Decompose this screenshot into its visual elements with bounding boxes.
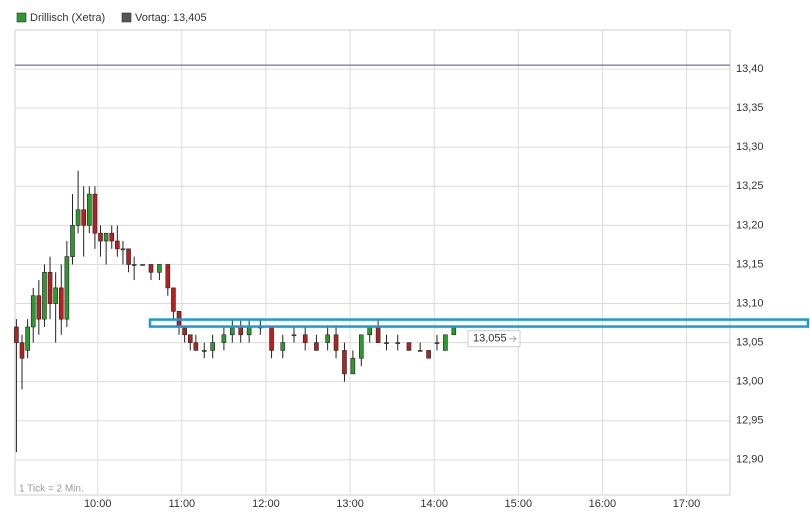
legend-label: Drillisch (Xetra) — [30, 12, 105, 24]
x-tick-label: 12:00 — [252, 498, 280, 510]
candle-body — [238, 326, 244, 336]
y-tick-label: 13,25 — [736, 180, 764, 192]
candle-body — [325, 334, 330, 343]
last-price-box — [467, 330, 521, 348]
candle-body — [417, 350, 423, 352]
candle-body — [148, 264, 154, 273]
candle-body — [342, 350, 347, 375]
legend-swatch — [121, 12, 132, 23]
y-tick-label: 13,10 — [736, 297, 764, 309]
candle-body — [302, 334, 308, 343]
candle-body — [434, 342, 440, 344]
y-tick-label: 13,05 — [736, 337, 764, 349]
plot-area — [14, 29, 731, 496]
candle-body — [36, 295, 42, 320]
candle-body — [120, 248, 126, 251]
candle-body — [87, 193, 92, 226]
x-tick-label: 11:00 — [168, 498, 195, 510]
candle-body — [165, 264, 171, 289]
x-tick-label: 14:00 — [420, 498, 448, 510]
y-tick-label: 13,00 — [736, 376, 764, 388]
candle-body — [291, 334, 297, 337]
candle-body — [47, 271, 53, 304]
candle-body — [187, 334, 193, 343]
y-tick-label: 12,95 — [736, 415, 764, 427]
candle-body — [426, 350, 431, 359]
last-price-arrow — [509, 335, 517, 343]
tick-note: 1 Tick = 2 Min. — [19, 484, 84, 495]
candle-body — [375, 326, 381, 343]
candle-body — [246, 326, 252, 336]
candle-body — [70, 225, 75, 257]
x-tick-label: 10:00 — [84, 498, 112, 510]
candle-body — [115, 240, 120, 250]
legend-label: Vortag: 13,405 — [135, 12, 207, 24]
candle-body — [75, 209, 81, 226]
candle-body — [109, 232, 115, 242]
candle-body — [358, 334, 364, 359]
candle-body — [230, 326, 235, 336]
candle-body — [126, 248, 131, 265]
candle-body — [443, 334, 448, 351]
last-price-label: 13,055 — [473, 333, 507, 345]
marker-band — [148, 318, 810, 328]
candle-body — [98, 232, 103, 242]
candle-body — [384, 342, 389, 344]
x-tick-label: 13:00 — [336, 498, 364, 510]
candle-body — [30, 295, 36, 328]
candle-body — [210, 342, 215, 351]
candle-body — [140, 264, 145, 266]
candle-body — [131, 264, 137, 266]
y-tick-label: 12,90 — [736, 454, 764, 466]
candle-body — [451, 326, 457, 336]
candle-body — [221, 334, 227, 343]
candle-body — [350, 357, 356, 375]
candle-body — [182, 326, 187, 336]
candle-body — [103, 232, 109, 242]
candle-body — [25, 326, 30, 351]
candle-body — [14, 326, 19, 343]
candle-body — [280, 342, 286, 351]
candle-body — [314, 342, 319, 351]
x-tick-label: 17:00 — [673, 498, 701, 510]
candle-body — [193, 342, 199, 351]
y-tick-label: 13,20 — [736, 219, 764, 231]
candle-body — [406, 342, 412, 351]
candle-body — [201, 350, 207, 352]
candle-body — [64, 256, 70, 320]
candle-body — [333, 334, 339, 351]
candle-body — [269, 326, 274, 351]
candle-body — [58, 287, 64, 320]
y-tick-label: 13,15 — [736, 258, 764, 270]
legend-swatch — [16, 12, 27, 23]
y-tick-label: 13,30 — [736, 141, 764, 153]
candle-body — [92, 193, 98, 234]
candle-body — [367, 326, 372, 336]
y-tick-label: 13,40 — [736, 63, 764, 75]
x-tick-label: 16:00 — [589, 498, 617, 510]
y-tick-label: 13,35 — [736, 102, 764, 114]
candle-body — [171, 287, 176, 312]
x-tick-label: 15:00 — [505, 498, 533, 510]
candle-body — [53, 287, 58, 304]
candle-body — [42, 271, 47, 320]
candle-body — [157, 264, 162, 273]
candle-body — [19, 342, 25, 359]
candle-body — [395, 342, 401, 344]
candle-body — [81, 209, 86, 226]
